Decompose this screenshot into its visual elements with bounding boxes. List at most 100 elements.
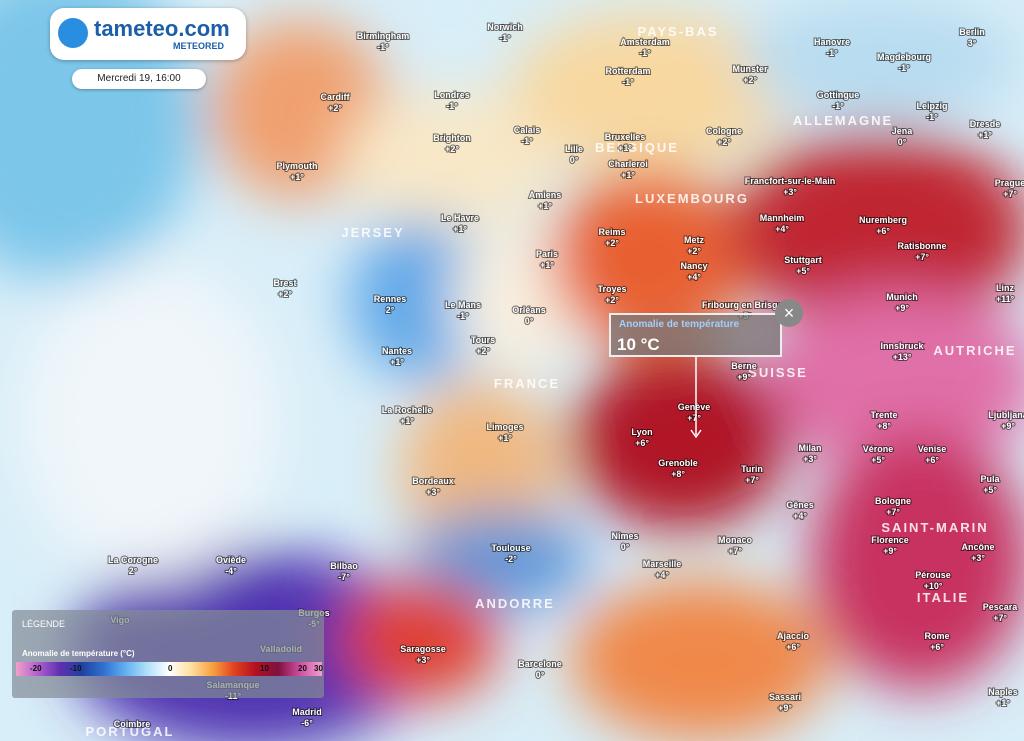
date[interactable]: Mercredi 19, 16:00 — [72, 69, 206, 89]
city-anomaly: -2° — [505, 554, 517, 564]
city-anomaly: +2° — [328, 103, 342, 113]
city-name: Monaco — [718, 535, 753, 545]
city-name: Jena — [892, 126, 914, 136]
city-name: Pula — [980, 474, 1000, 484]
city-name: Barcelone — [518, 659, 562, 669]
city-anomaly: +9° — [778, 703, 792, 713]
city-name: Munich — [886, 292, 918, 302]
city-name: Innsbruck — [880, 341, 924, 351]
city-name: Ajaccio — [777, 631, 810, 641]
logo-icon — [58, 18, 88, 48]
country-label: JERSEY — [341, 225, 404, 240]
city-name: Cologne — [706, 126, 742, 136]
city-anomaly: -1° — [499, 33, 511, 43]
city-anomaly: +3° — [783, 187, 797, 197]
city-anomaly: -1° — [832, 101, 844, 111]
city-anomaly: -4° — [225, 566, 237, 576]
city-name: Fribourg en Brisgau — [702, 300, 788, 310]
country-label: FRANCE — [494, 376, 560, 391]
city-name: Ratisbonne — [897, 241, 946, 251]
city-anomaly: +4° — [687, 272, 701, 282]
legend-bar — [16, 662, 322, 676]
city-name: Trente — [870, 410, 897, 420]
city-anomaly: +9° — [737, 372, 751, 382]
city-name: Paris — [536, 249, 558, 259]
city-name: Turin — [741, 464, 763, 474]
city-anomaly: +6° — [876, 226, 890, 236]
city-name: Cardiff — [321, 92, 351, 102]
city-name: Florence — [871, 535, 909, 545]
legend-tick: 10 — [260, 664, 269, 673]
logo[interactable]: tameteo.com METEORED — [50, 8, 246, 60]
city-anomaly: +6° — [786, 642, 800, 652]
city-anomaly: +1° — [290, 172, 304, 182]
city-name: Pérouse — [915, 570, 951, 580]
city-name: Charleroi — [608, 159, 648, 169]
city-anomaly: +9° — [1001, 421, 1015, 431]
city-anomaly: +1° — [538, 201, 552, 211]
city-name: Hanovre — [814, 37, 850, 47]
city-name: Magdebourg — [877, 52, 931, 62]
city-anomaly: +3° — [803, 454, 817, 464]
city-anomaly: +2° — [743, 75, 757, 85]
city-anomaly: +1° — [453, 224, 467, 234]
city-anomaly: -1° — [446, 101, 458, 111]
city-name: Linz — [996, 283, 1014, 293]
country-label: LUXEMBOURG — [635, 191, 749, 206]
country-label: ANDORRE — [475, 596, 555, 611]
city-name: Limoges — [486, 422, 523, 432]
city-anomaly: -1° — [377, 42, 389, 52]
city-name: Madrid — [292, 707, 322, 717]
city-anomaly: +11° — [996, 294, 1015, 304]
city-anomaly: +2° — [445, 144, 459, 154]
city-anomaly: 0° — [525, 316, 534, 326]
city-name: Plymouth — [276, 161, 317, 171]
city-anomaly: +9° — [895, 303, 909, 313]
country-label: AUTRICHE — [933, 343, 1016, 358]
close-button[interactable]: × — [775, 299, 803, 327]
country-label: BELGIQUE — [595, 140, 679, 155]
city-anomaly: +6° — [930, 642, 944, 652]
city-anomaly: 0° — [898, 137, 907, 147]
city-name: Pescara — [983, 602, 1019, 612]
city-name: Bruxelles — [605, 132, 646, 142]
city-name: Bologne — [875, 496, 911, 506]
city-name: Norwich — [487, 22, 523, 32]
city-name: Lyon — [631, 427, 652, 437]
city-name: Grenoble — [658, 458, 698, 468]
city-name: Berlin — [959, 27, 985, 37]
city-anomaly: 0° — [621, 542, 630, 552]
city-name: Le Mans — [445, 300, 481, 310]
city-anomaly: +3° — [416, 655, 430, 665]
legend-tick: -10 — [70, 664, 82, 673]
country-label: ALLEMAGNE — [793, 113, 893, 128]
city-name: Tours — [471, 335, 495, 345]
city-name: Nuremberg — [859, 215, 907, 225]
city-name: Bilbao — [330, 561, 358, 571]
city-name: Milan — [798, 443, 821, 453]
city-anomaly: 0° — [536, 670, 545, 680]
city-anomaly: +2° — [605, 295, 619, 305]
city-anomaly: -1° — [457, 311, 469, 321]
city-name: Saragosse — [400, 644, 446, 654]
city-anomaly: +6° — [635, 438, 649, 448]
city-anomaly: +10° — [924, 581, 943, 591]
legend-tick: -20 — [30, 664, 42, 673]
city-name: Ancône — [961, 542, 994, 552]
city-name: Brest — [273, 278, 296, 288]
city-name: Orléans — [512, 305, 546, 315]
city-anomaly: +1° — [621, 170, 635, 180]
city-anomaly: -6° — [301, 718, 313, 728]
city-anomaly: +1° — [400, 416, 414, 426]
city-anomaly: +4° — [655, 570, 669, 580]
city-anomaly: 0° — [570, 155, 579, 165]
city-name: Marseille — [643, 559, 682, 569]
legend-tick: 20 — [298, 664, 307, 673]
city-anomaly: +2° — [476, 346, 490, 356]
city-name: Toulouse — [491, 543, 530, 553]
tooltip-title: Anomalie de température — [619, 319, 740, 330]
city-name: Coimbre — [114, 719, 151, 729]
country-label: SAINT-MARIN — [881, 520, 988, 535]
city-anomaly: +1° — [540, 260, 554, 270]
